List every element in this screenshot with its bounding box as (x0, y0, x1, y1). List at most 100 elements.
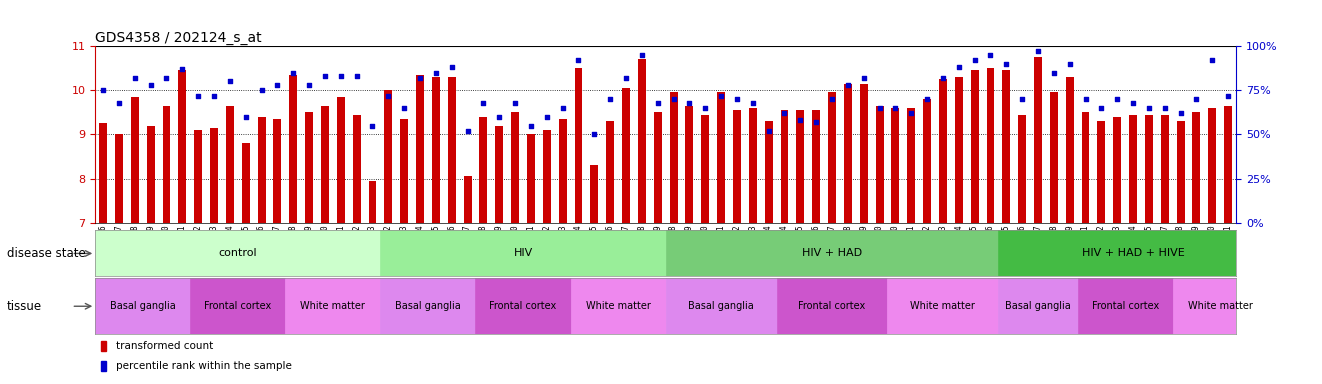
Point (773, 110, 795, 116)
Point (980, 52, 1001, 58)
Text: Frontal cortex: Frontal cortex (204, 301, 271, 311)
Bar (764, 121, 772, 223)
Bar (194, 130, 202, 223)
Bar (1113, 117, 1121, 223)
Bar (891, 108, 899, 223)
Text: percentile rank within the sample: percentile rank within the sample (116, 361, 292, 371)
Point (140, 82, 161, 88)
Point (869, 105, 890, 111)
Text: White matter: White matter (1187, 301, 1253, 311)
Bar (859, 84, 867, 223)
Bar (100, 341, 106, 351)
Point (378, 93, 399, 99)
Point (616, 75, 637, 81)
Text: Frontal cortex: Frontal cortex (489, 301, 557, 311)
Point (188, 93, 209, 99)
Text: Frontal cortex: Frontal cortex (1092, 301, 1159, 311)
Bar (591, 165, 599, 223)
Bar (828, 93, 836, 223)
Bar (290, 75, 297, 223)
Point (758, 128, 779, 134)
Bar (226, 106, 234, 223)
Point (1011, 96, 1032, 102)
Point (93, 87, 114, 93)
Bar (496, 126, 504, 223)
Bar (776, 278, 887, 334)
Point (394, 105, 415, 111)
Text: White matter: White matter (300, 301, 365, 311)
Bar (607, 121, 615, 223)
Point (1027, 48, 1048, 55)
Point (156, 75, 177, 81)
Bar (131, 97, 139, 223)
Bar (480, 117, 488, 223)
Bar (998, 230, 1268, 276)
Bar (623, 88, 631, 223)
Point (473, 99, 494, 106)
Bar (286, 278, 381, 334)
Bar (1034, 57, 1042, 223)
Point (742, 99, 763, 106)
Bar (448, 77, 456, 223)
Bar (654, 112, 662, 223)
Bar (385, 90, 393, 223)
Bar (669, 93, 677, 223)
Bar (812, 110, 820, 223)
Bar (875, 106, 883, 223)
Bar (780, 110, 788, 223)
Point (219, 78, 241, 84)
Point (124, 75, 145, 81)
Bar (1077, 278, 1173, 334)
Point (537, 114, 558, 120)
Bar (115, 134, 123, 223)
Point (948, 64, 969, 70)
Point (283, 70, 304, 76)
Bar (100, 361, 106, 371)
Bar (1081, 112, 1089, 223)
Bar (701, 114, 709, 223)
Bar (242, 143, 250, 223)
Bar (923, 99, 931, 223)
Text: Basal ganglia: Basal ganglia (689, 301, 754, 311)
Text: Frontal cortex: Frontal cortex (798, 301, 866, 311)
Bar (512, 112, 520, 223)
Point (837, 82, 858, 88)
Point (172, 66, 193, 72)
Bar (796, 110, 804, 223)
Point (1043, 70, 1064, 76)
Point (648, 99, 669, 106)
Text: White matter: White matter (586, 301, 650, 311)
Bar (1066, 77, 1073, 223)
Point (853, 75, 874, 81)
Bar (190, 278, 286, 334)
Bar (381, 278, 476, 334)
Point (884, 105, 906, 111)
Point (1202, 57, 1223, 63)
Point (900, 110, 921, 116)
Point (805, 119, 826, 125)
Point (568, 57, 590, 63)
Point (600, 96, 621, 102)
Bar (1050, 93, 1058, 223)
Point (1122, 99, 1144, 106)
Point (362, 122, 383, 129)
Text: HIV + HAD: HIV + HAD (802, 248, 862, 258)
Point (410, 75, 431, 81)
Point (726, 96, 747, 102)
Point (315, 73, 336, 79)
Text: Basal ganglia: Basal ganglia (110, 301, 176, 311)
Bar (1208, 108, 1216, 223)
Point (710, 93, 731, 99)
Bar (476, 278, 571, 334)
Text: HIV + HAD + HIVE: HIV + HAD + HIVE (1081, 248, 1185, 258)
Bar (970, 70, 978, 223)
Bar (685, 106, 693, 223)
Point (330, 73, 352, 79)
Point (299, 82, 320, 88)
Point (694, 105, 715, 111)
Point (1091, 105, 1112, 111)
Bar (559, 119, 567, 223)
Text: Basal ganglia: Basal ganglia (395, 301, 461, 311)
Bar (543, 130, 551, 223)
Bar (732, 110, 740, 223)
